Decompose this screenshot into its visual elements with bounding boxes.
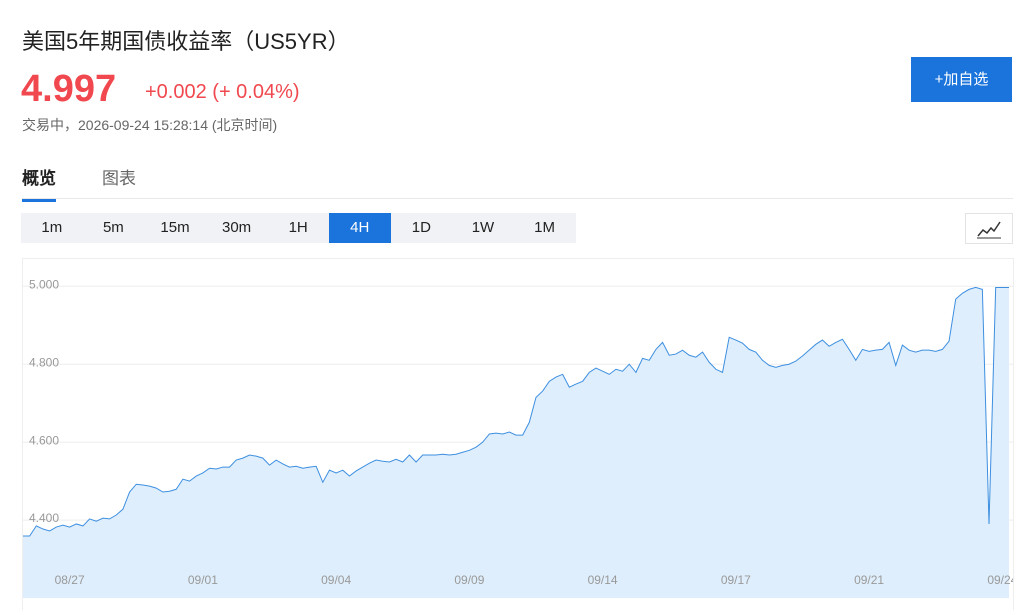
chart: 4.400 4.600 4.800 5.000 08/27 09/01 09/04 09/09… <box>23 277 1018 598</box>
interval-button[interactable]: 5m <box>102 219 124 236</box>
interval-button[interactable]: 1W <box>471 219 495 236</box>
interval-button[interactable]: 15m <box>160 219 190 236</box>
interval-button[interactable]: 1H <box>288 219 308 236</box>
y-tick-label: 5.000 <box>29 277 59 291</box>
interval-bar: 1m 5m 15m 30m 1H 4H 1D 1W 1M <box>21 213 576 243</box>
x-tick-label: 09/09 <box>454 573 484 587</box>
y-tick-label: 4.800 <box>29 355 59 369</box>
tab[interactable]: 概览 <box>22 164 56 202</box>
price: 4.997 <box>21 68 117 110</box>
divider <box>22 198 1013 199</box>
x-tick-label: 09/14 <box>588 573 618 587</box>
interval-button[interactable]: 30m <box>221 219 252 236</box>
x-tick-label: 09/17 <box>721 573 751 587</box>
tab[interactable]: 图表 <box>102 169 136 188</box>
price-change: +0.002 (+ 0.04%) <box>145 81 300 103</box>
chart-type-button[interactable] <box>965 213 1013 244</box>
interval-button[interactable]: 1M <box>534 219 555 236</box>
x-tick-label: 09/01 <box>188 573 218 587</box>
interval-button[interactable]: 1D <box>411 219 431 236</box>
x-tick-label: 09/21 <box>854 573 884 587</box>
chart-icon <box>977 221 1001 239</box>
chart-area: 4.400 4.600 4.800 5.000 08/27 09/01 09/04 09/09… <box>22 258 1018 610</box>
x-tick-label: 09/24 <box>987 573 1013 587</box>
title: 美国5年期国债收益率（US5YR） <box>22 29 350 54</box>
y-tick-label: 4.400 <box>29 511 59 525</box>
interval-button[interactable]: 1m <box>41 219 63 236</box>
interval-button[interactable]: 4H <box>328 213 391 243</box>
x-tick-label: 09/04 <box>321 573 351 587</box>
y-tick-label: 4.600 <box>29 433 59 447</box>
x-tick-label: 08/27 <box>55 573 85 587</box>
area-fill <box>23 287 1009 598</box>
tabs: 概览 图表 <box>22 164 136 202</box>
price-line <box>23 286 1009 537</box>
trade-status: 交易中，2026-09-24 15:28:14 (北京时间) <box>22 117 278 133</box>
watch-button[interactable]: +加自选 <box>911 57 1012 102</box>
